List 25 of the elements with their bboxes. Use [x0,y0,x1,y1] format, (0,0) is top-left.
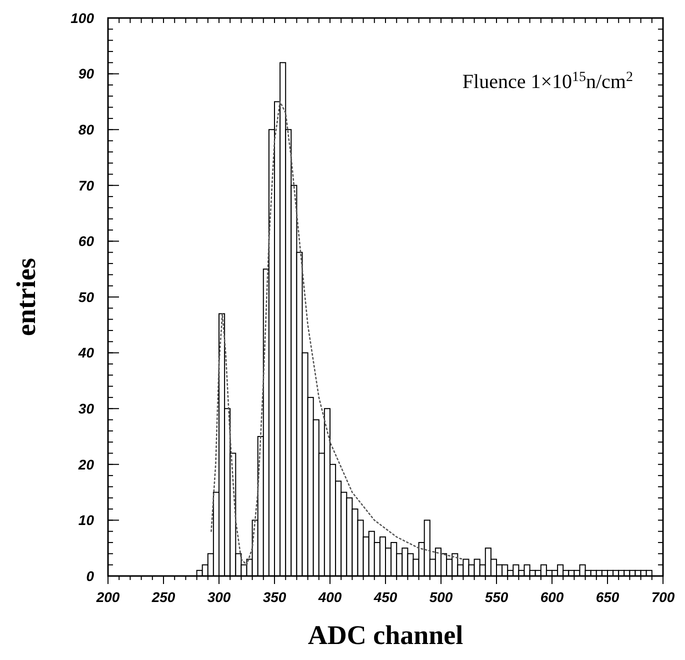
x-tick-label: 350 [262,589,286,605]
y-tick-label: 10 [78,512,94,528]
y-tick-label: 80 [78,122,94,138]
y-tick-label: 20 [77,456,94,472]
y-tick-label: 60 [78,233,94,250]
y-tick-label: 100 [70,10,94,26]
x-tick-label: 300 [207,589,231,605]
x-tick-label: 250 [150,589,176,605]
y-tick-label: 30 [78,400,94,416]
x-tick-label: 500 [429,589,453,605]
x-tick-label: 600 [540,589,564,605]
y-tick-label: 0 [86,568,94,584]
y-tick-label: 40 [77,344,94,361]
x-tick-label: 200 [95,589,120,605]
y-tick-label: 70 [78,177,94,194]
y-axis-title: entries [11,258,41,336]
x-tick-label: 650 [596,589,620,605]
annotation: Fluence 1×10$^{15}$n/cm$^{2}$ [462,70,633,93]
x-tick-label: 700 [651,589,675,605]
x-tick-label: 450 [372,589,398,605]
y-tick-label: 50 [78,288,94,305]
x-axis-title: ADC channel [308,620,464,650]
x-tick-label: 400 [317,589,342,605]
y-tick-label: 90 [78,66,94,82]
x-tick-label: 550 [484,589,508,605]
